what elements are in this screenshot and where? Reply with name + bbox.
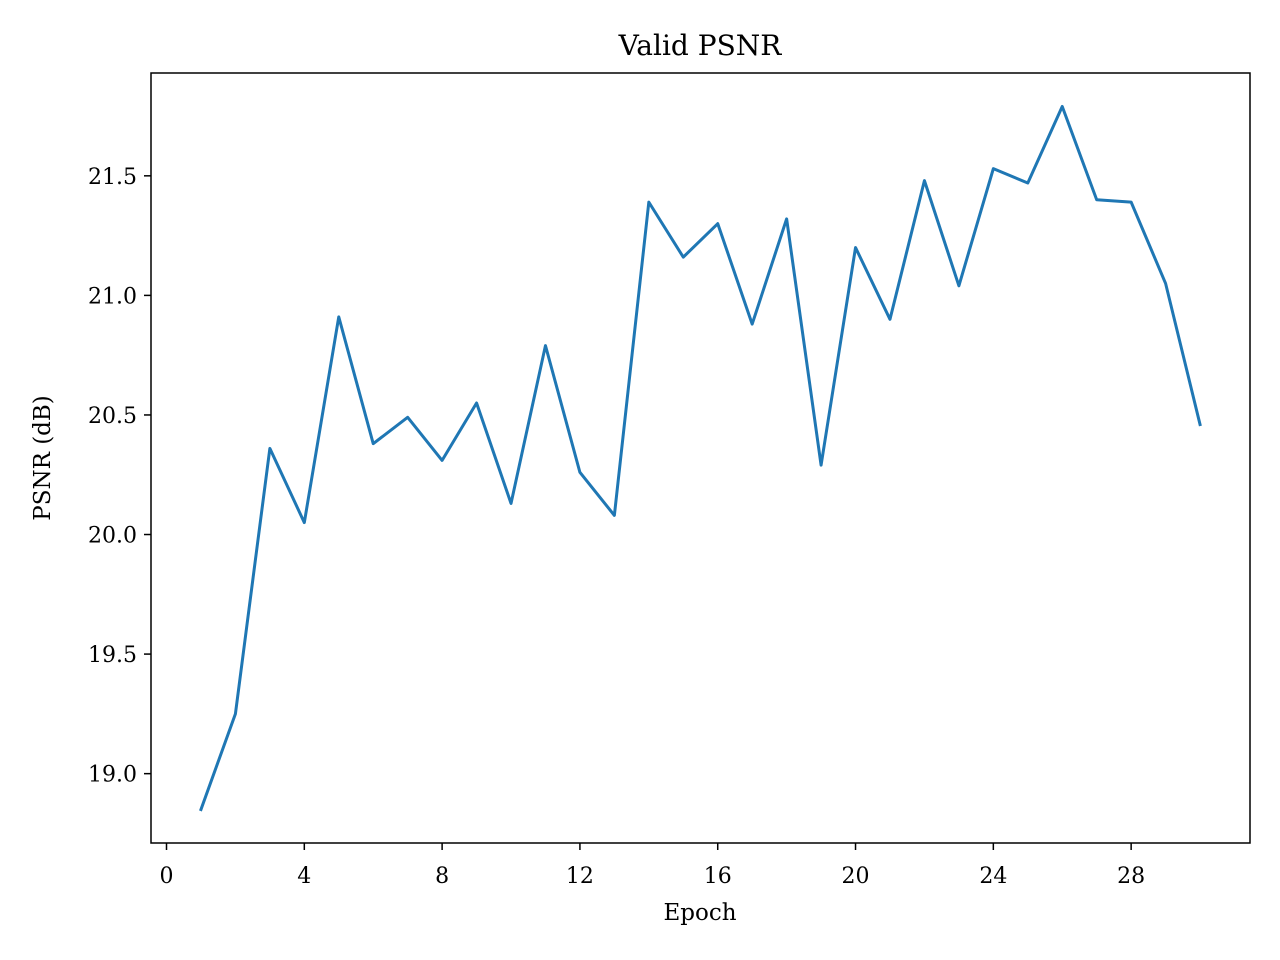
axes-frame xyxy=(150,72,1251,844)
y-tick-label: 19.0 xyxy=(88,763,137,788)
chart-title: Valid PSNR xyxy=(618,29,783,62)
series-line-0 xyxy=(199,104,1202,812)
x-tick-label: 20 xyxy=(842,864,870,889)
x-tick-label: 4 xyxy=(297,864,311,889)
y-axis-label: PSNR (dB) xyxy=(30,395,56,521)
x-tick-label: 0 xyxy=(160,864,174,889)
y-tick-label: 19.5 xyxy=(88,643,137,668)
y-tick-label: 21.0 xyxy=(88,284,137,309)
x-axis-label: Epoch xyxy=(663,900,736,926)
y-tick-label: 20.5 xyxy=(88,404,137,429)
x-axis: 0 4 8 12 16 20 24 28 xyxy=(160,843,1145,889)
x-tick-label: 16 xyxy=(704,864,732,889)
x-tick-label: 24 xyxy=(979,864,1007,889)
x-tick-label: 12 xyxy=(566,864,594,889)
y-tick-label: 20.0 xyxy=(88,524,137,549)
plot-area xyxy=(199,104,1202,812)
x-tick-label: 8 xyxy=(435,864,449,889)
y-axis: 19.0 19.5 20.0 20.5 21.0 21.5 xyxy=(88,165,151,788)
x-tick-label: 28 xyxy=(1117,864,1145,889)
y-tick-label: 21.5 xyxy=(88,165,137,190)
